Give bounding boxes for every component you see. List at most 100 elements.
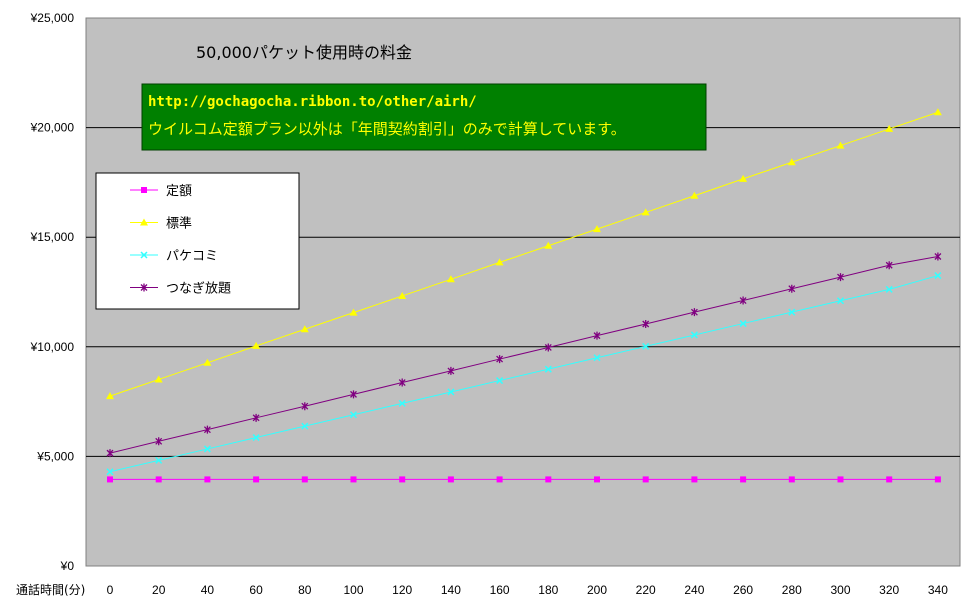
series-line bbox=[109, 275, 939, 473]
data-point bbox=[740, 476, 747, 483]
legend-swatch-marker bbox=[140, 218, 148, 226]
data-point bbox=[788, 284, 796, 293]
legend-item: パケコミ bbox=[130, 249, 218, 264]
data-point bbox=[836, 141, 845, 149]
x-tick-label: 0 bbox=[107, 583, 114, 597]
data-point bbox=[496, 377, 504, 385]
legend-swatch-marker bbox=[140, 283, 148, 292]
data-point bbox=[885, 261, 893, 270]
annotation-box: http://gochagocha.ribbon.to/other/airh/ … bbox=[141, 83, 707, 151]
data-point bbox=[933, 108, 942, 116]
legend-label: 標準 bbox=[166, 216, 192, 232]
y-tick-label: ¥20,000 bbox=[30, 121, 75, 135]
data-point bbox=[544, 241, 553, 249]
data-point bbox=[398, 378, 406, 387]
data-point bbox=[934, 272, 942, 280]
data-point bbox=[885, 285, 893, 293]
y-tick-label: ¥0 bbox=[60, 559, 75, 573]
series-line bbox=[109, 255, 938, 454]
data-point bbox=[155, 476, 162, 483]
data-point bbox=[544, 365, 552, 373]
annotation-note: ウイルコム定額プラン以外は「年間契約割引」のみで計算しています。 bbox=[148, 120, 626, 138]
data-point bbox=[836, 297, 845, 305]
data-point bbox=[447, 366, 455, 375]
x-axis-tick-labels: 0 20 40 60 80 100 120 140 160 180 200 220 240 260 280 3… bbox=[107, 583, 949, 597]
data-point bbox=[690, 331, 698, 339]
x-tick-label: 280 bbox=[782, 583, 802, 597]
x-tick-label: 340 bbox=[928, 583, 948, 597]
data-point bbox=[886, 476, 893, 483]
series-1 bbox=[106, 108, 942, 400]
data-point bbox=[496, 476, 503, 483]
data-point bbox=[641, 208, 650, 216]
y-tick-label: ¥10,000 bbox=[30, 340, 75, 354]
legend-swatch-marker bbox=[140, 251, 148, 259]
chart-title: 50,000パケット使用時の料金 bbox=[196, 43, 412, 62]
data-point bbox=[642, 320, 650, 329]
data-point bbox=[155, 456, 163, 464]
data-point bbox=[301, 476, 308, 483]
x-tick-label: 240 bbox=[684, 583, 704, 597]
data-point bbox=[155, 437, 163, 446]
data-point bbox=[252, 413, 260, 422]
x-tick-label: 140 bbox=[441, 583, 461, 597]
y-tick-label: ¥15,000 bbox=[30, 230, 75, 244]
x-tick-label: 220 bbox=[636, 583, 656, 597]
data-point bbox=[885, 124, 894, 132]
x-tick-label: 200 bbox=[587, 583, 607, 597]
data-point bbox=[691, 476, 698, 483]
data-point bbox=[544, 343, 552, 352]
data-point bbox=[447, 476, 454, 483]
data-point bbox=[594, 476, 600, 483]
series-2 bbox=[106, 272, 942, 476]
x-tick-label: 320 bbox=[879, 583, 899, 597]
data-point bbox=[300, 325, 309, 333]
legend-label: 定額 bbox=[166, 184, 192, 199]
data-point bbox=[837, 476, 844, 483]
x-tick-label: 160 bbox=[490, 583, 510, 597]
legend-label: パケコミ bbox=[166, 249, 218, 264]
data-point bbox=[447, 388, 455, 396]
x-tick-label: 60 bbox=[249, 583, 263, 597]
data-point bbox=[545, 476, 552, 483]
legend-box bbox=[95, 172, 300, 310]
data-point bbox=[446, 275, 455, 283]
data-point bbox=[301, 422, 309, 430]
legend-item: つなぎ放題 bbox=[130, 282, 231, 297]
data-point bbox=[106, 392, 114, 400]
series-layer bbox=[106, 108, 942, 483]
data-point bbox=[788, 308, 796, 316]
x-tick-label: 20 bbox=[152, 583, 166, 597]
legend-item: 定額 bbox=[130, 184, 192, 199]
data-point bbox=[203, 425, 211, 434]
x-tick-label: 300 bbox=[830, 583, 850, 597]
data-point bbox=[106, 449, 114, 458]
x-tick-label: 40 bbox=[201, 583, 215, 597]
data-point bbox=[301, 402, 309, 411]
data-point bbox=[642, 342, 650, 350]
x-tick-label: 260 bbox=[733, 583, 753, 597]
data-point bbox=[593, 331, 601, 340]
data-point bbox=[642, 476, 649, 483]
data-point bbox=[398, 291, 407, 299]
x-tick-label: 180 bbox=[538, 583, 558, 597]
data-point bbox=[739, 174, 748, 182]
legend-swatch-marker bbox=[141, 187, 147, 193]
data-point bbox=[106, 468, 114, 476]
data-point bbox=[739, 320, 747, 328]
x-tick-label: 80 bbox=[298, 583, 312, 597]
series-0 bbox=[107, 476, 941, 483]
data-point bbox=[593, 354, 601, 362]
annotation-background bbox=[141, 83, 707, 151]
data-point bbox=[495, 258, 504, 266]
data-point bbox=[107, 476, 113, 483]
data-point bbox=[934, 476, 941, 483]
y-tick-label: ¥25,000 bbox=[30, 11, 75, 25]
series-3 bbox=[106, 252, 942, 458]
data-point bbox=[203, 445, 211, 453]
data-point bbox=[934, 252, 942, 261]
data-point bbox=[399, 476, 406, 483]
x-tick-label: 100 bbox=[343, 583, 363, 597]
